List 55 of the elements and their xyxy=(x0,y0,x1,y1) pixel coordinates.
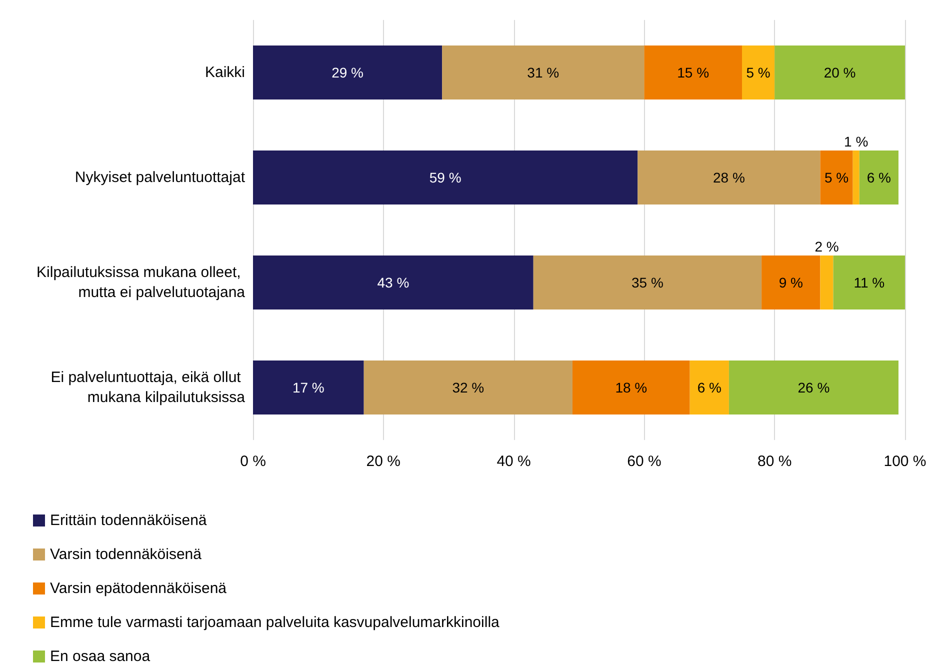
bar xyxy=(852,150,860,204)
data-label: 43 % xyxy=(377,274,410,290)
y-tick-label: Nykyiset palveluntuottajat xyxy=(74,169,246,186)
data-label: 11 % xyxy=(854,274,885,290)
bar xyxy=(253,360,364,414)
data-label: 26 % xyxy=(798,380,830,396)
data-label: 6 % xyxy=(866,170,891,186)
bar xyxy=(774,46,905,100)
bar xyxy=(833,256,905,310)
data-label: 31 % xyxy=(527,64,560,80)
bar xyxy=(859,150,898,204)
bar xyxy=(533,256,762,310)
x-tick-label: 60 % xyxy=(627,453,662,470)
bar xyxy=(364,360,572,414)
data-label: 6 % xyxy=(697,380,722,396)
data-label: 5 % xyxy=(824,170,849,186)
data-label: 29 % xyxy=(332,64,364,80)
bar xyxy=(820,256,834,310)
y-tick-label: Kilpailutuksissa mukana olleet, mutta ei palvelutuotajana xyxy=(36,264,246,301)
x-tick-label: 20 % xyxy=(366,453,400,470)
bar xyxy=(742,46,775,100)
bar xyxy=(644,46,742,100)
data-label: 1 % xyxy=(844,134,868,150)
legend-label: En osaa sanoa xyxy=(50,648,151,665)
bar xyxy=(253,150,638,204)
bar xyxy=(762,256,820,310)
legend-label: Varsin todennäköisenä xyxy=(50,546,202,563)
bar xyxy=(638,150,820,204)
y-tick-label: Ei palveluntuottaja, eikä ollut mukana kilpailutuksissa xyxy=(50,369,246,406)
legend-label: Erittäin todennäköisenä xyxy=(50,512,208,529)
data-label: 28 % xyxy=(713,170,745,186)
bar xyxy=(690,360,729,414)
data-label: 2 % xyxy=(814,238,839,254)
legend-label: Emme tule varmasti tarjoamaan palveluita kasvupalvelumarkkinoilla xyxy=(50,614,500,631)
y-tick-label: Kaikki xyxy=(204,64,245,81)
bar xyxy=(820,150,853,204)
legend-label: Varsin epätodennäköisenä xyxy=(50,580,228,597)
data-label: 5 % xyxy=(746,64,770,80)
data-label: 20 % xyxy=(824,64,856,80)
data-label: 15 % xyxy=(677,64,710,80)
data-label: 18 % xyxy=(615,380,648,396)
x-tick-label: 0 % xyxy=(240,453,266,470)
data-label: 17 % xyxy=(292,380,324,396)
data-label: 35 % xyxy=(632,274,664,290)
bar xyxy=(728,360,898,414)
x-tick-label: 80 % xyxy=(758,453,792,470)
x-tick-label: 100 % xyxy=(884,453,926,470)
bar xyxy=(253,256,534,310)
data-label: 32 % xyxy=(452,380,484,396)
data-label: 9 % xyxy=(778,274,803,290)
bar xyxy=(442,46,644,100)
x-tick-label: 40 % xyxy=(496,453,531,470)
bar xyxy=(253,46,442,100)
data-label: 59 % xyxy=(429,170,462,186)
bar xyxy=(572,360,690,414)
